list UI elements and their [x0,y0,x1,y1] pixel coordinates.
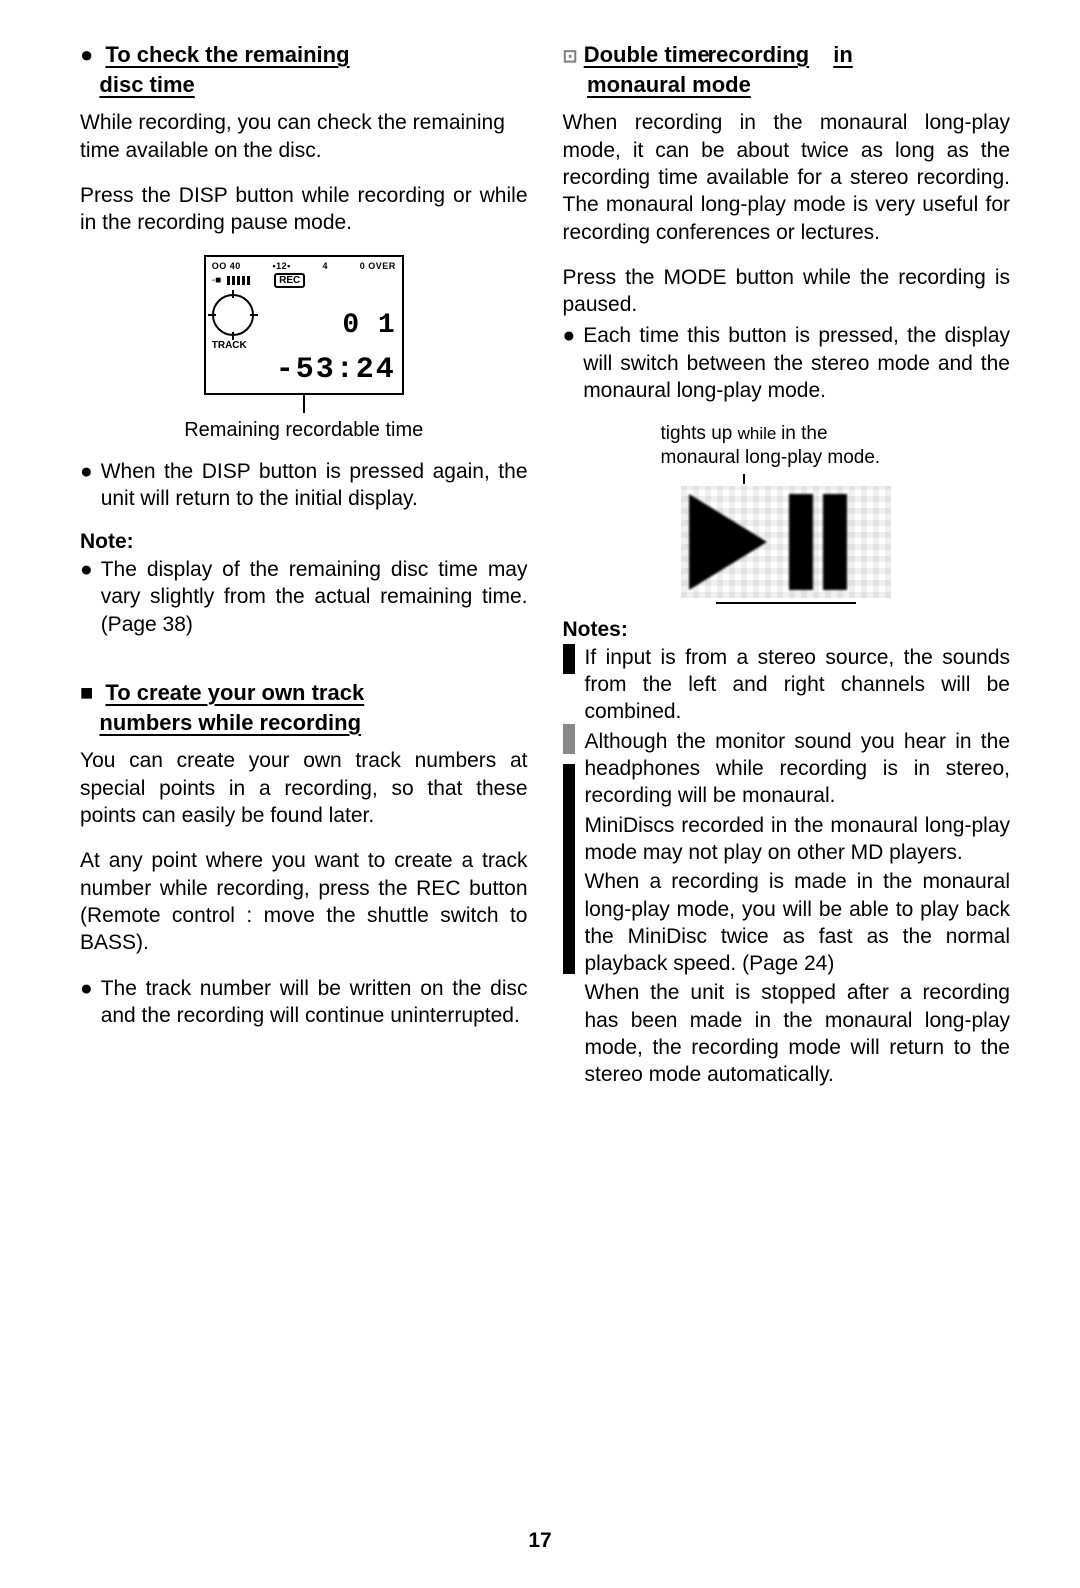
pause-bar-icon [823,494,847,590]
light-bullet-icon: ⊡ [563,46,578,66]
heading-line2: numbers while recording [99,710,361,735]
heading-line1: To check the remaining [105,42,349,67]
bullet-item: ● When the DISP button is pressed again,… [80,458,528,513]
note-item: Although the monitor sound you hear in t… [585,728,1011,810]
notes-block: If input is from a stereo source, the so… [563,644,1011,1089]
note-label: Note: [80,530,528,554]
display-figure: OO 40 •12• 4 0 OVER -■ REC TRACK [80,255,528,442]
notes-label: Notes: [563,618,1011,642]
pointer-line [303,395,305,413]
note-item: If input is from a stereo source, the so… [585,644,1011,726]
play-icon [689,494,767,590]
paragraph: Press the DISP button while recording or… [80,182,528,237]
section-heading-double-time: ⊡ Double timerecording in ⊡ monaural mod… [563,40,1011,99]
bullet-item: ● The track number will be written on th… [80,975,528,1030]
note-item: MiniDiscs recorded in the monaural long-… [585,812,1011,867]
right-column: ⊡ Double timerecording in ⊡ monaural mod… [563,40,1011,1089]
figure-caption-top: tights up while in the monaural long-pla… [661,422,1011,470]
page-number: 17 [0,1529,1080,1553]
pause-bar-icon [789,494,813,590]
section-heading-track-numbers: ■ To create your own track ■ numbers whi… [80,678,528,737]
figure-caption: Remaining recordable time [80,419,528,442]
notes-margin-stripe [563,644,575,1089]
note-item: When the unit is stopped after a recordi… [585,979,1011,1088]
play-pause-figure [563,474,1011,604]
paragraph: You can create your own track numbers at… [80,747,528,829]
lcd-display-illustration: OO 40 •12• 4 0 OVER -■ REC TRACK [204,255,404,395]
paragraph: While recording, you can check the remai… [80,109,528,164]
disc-icon [212,294,254,336]
heading-line2: disc time [99,72,194,97]
two-column-layout: ● To check the remaining ● disc time Whi… [80,40,1010,1089]
paragraph: At any point where you want to create a … [80,847,528,956]
note-item: When a recording is made in the monaural… [585,868,1011,977]
note-item: ● The display of the remaining disc time… [80,556,528,638]
paragraph: When recording in the monaural long-play… [563,109,1011,245]
paragraph: Press the MODE button while the recordin… [563,264,1011,319]
left-column: ● To check the remaining ● disc time Whi… [80,40,528,1089]
section-heading-check-time: ● To check the remaining ● disc time [80,40,528,99]
rec-icon: REC [274,273,305,288]
bullet-item: ● Each time this button is pressed, the … [563,322,1011,404]
heading-line1: To create your own track [105,680,364,705]
square-bullet-icon: ■ [80,680,93,705]
heading-line2: monaural mode [587,72,751,97]
bullet-icon: ● [80,42,93,67]
